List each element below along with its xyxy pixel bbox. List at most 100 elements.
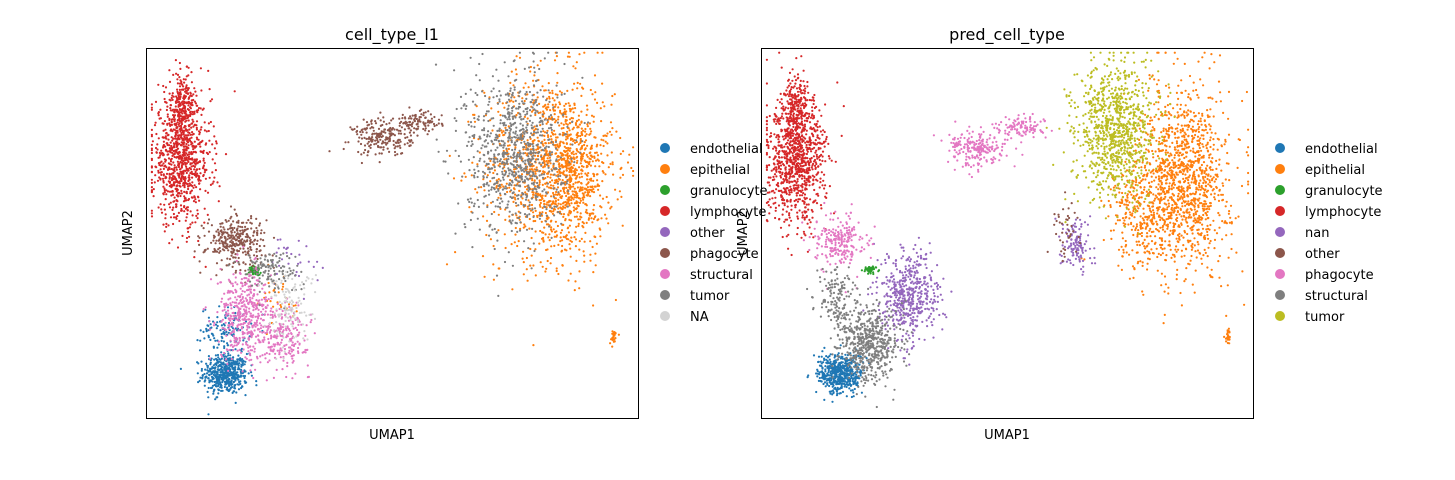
data-point: [189, 107, 192, 110]
data-point: [150, 189, 153, 192]
data-point: [286, 361, 289, 364]
data-point: [555, 190, 558, 194]
data-point: [369, 146, 372, 149]
data-point: [221, 355, 224, 358]
data-point: [232, 356, 235, 359]
data-point: [295, 310, 298, 313]
data-point: [220, 366, 224, 369]
data-point: [549, 135, 553, 138]
data-point: [164, 86, 168, 89]
data-point: [488, 100, 491, 103]
data-point: [234, 276, 237, 279]
data-point: [554, 93, 557, 96]
data-point: [558, 165, 561, 168]
data-point: [490, 188, 493, 191]
data-point: [188, 235, 191, 238]
data-point: [250, 371, 253, 374]
data-point: [244, 225, 247, 228]
data-point: [289, 315, 292, 318]
data-point: [278, 322, 281, 325]
data-point: [169, 141, 172, 144]
data-point: [565, 147, 568, 150]
data-point: [507, 174, 510, 177]
data-point: [512, 200, 515, 203]
data-point: [584, 130, 587, 133]
data-point: [553, 244, 556, 247]
data-point: [157, 171, 160, 174]
data-point: [186, 183, 189, 186]
data-point: [403, 128, 406, 131]
data-point: [234, 311, 237, 315]
chart-title: cell_type_l1: [345, 25, 439, 45]
data-point: [241, 385, 244, 388]
data-point: [533, 74, 536, 77]
data-point: [527, 207, 530, 210]
data-point: [214, 339, 217, 342]
data-point: [280, 334, 283, 338]
data-point: [547, 103, 550, 106]
data-point: [386, 147, 389, 150]
data-point: [554, 200, 557, 203]
data-point: [249, 369, 252, 372]
data-point: [541, 85, 544, 88]
data-point: [538, 242, 541, 245]
data-point: [193, 196, 196, 199]
data-point: [204, 265, 207, 268]
data-point: [557, 115, 560, 118]
data-point: [592, 304, 595, 307]
data-point: [168, 166, 171, 169]
data-point: [239, 269, 242, 272]
data-point: [527, 247, 530, 250]
data-point: [522, 226, 525, 229]
data-point: [543, 89, 546, 92]
data-point: [175, 122, 178, 125]
data-point: [574, 238, 578, 241]
data-point: [515, 55, 518, 58]
data-point: [489, 119, 492, 122]
data-point: [296, 333, 299, 336]
data-point: [510, 96, 513, 99]
data-point: [590, 114, 594, 117]
data-point: [229, 344, 232, 347]
data-point: [595, 145, 598, 148]
data-point: [560, 91, 563, 94]
data-point: [177, 100, 181, 103]
data-point: [548, 91, 552, 94]
data-point: [183, 151, 186, 154]
data-point: [555, 159, 558, 162]
data-point: [571, 117, 575, 120]
data-point: [280, 338, 283, 341]
data-point: [361, 131, 364, 134]
data-point: [511, 196, 514, 199]
data-point: [180, 144, 183, 147]
data-point: [508, 100, 511, 103]
data-point: [573, 289, 576, 292]
data-point: [223, 305, 226, 308]
data-point: [226, 344, 229, 347]
data-point: [628, 153, 631, 156]
data-point: [586, 186, 590, 189]
data-point: [585, 208, 588, 212]
data-point: [185, 236, 189, 240]
data-point: [180, 122, 184, 126]
data-point: [244, 250, 247, 253]
data-point: [541, 194, 544, 197]
data-point: [380, 152, 383, 155]
data-point: [542, 130, 545, 133]
data-point: [210, 98, 214, 101]
data-point: [558, 178, 561, 181]
data-point: [185, 199, 188, 202]
data-point: [170, 96, 173, 100]
data-point: [176, 172, 179, 175]
data-point: [503, 233, 506, 236]
data-point: [223, 308, 226, 311]
data-point: [182, 182, 185, 185]
data-point: [536, 214, 539, 217]
data-point: [600, 138, 603, 141]
data-point: [490, 157, 493, 161]
data-point: [574, 231, 577, 234]
data-point: [555, 179, 558, 182]
data-point: [218, 374, 221, 377]
data-point: [283, 344, 286, 347]
data-point: [260, 310, 263, 313]
